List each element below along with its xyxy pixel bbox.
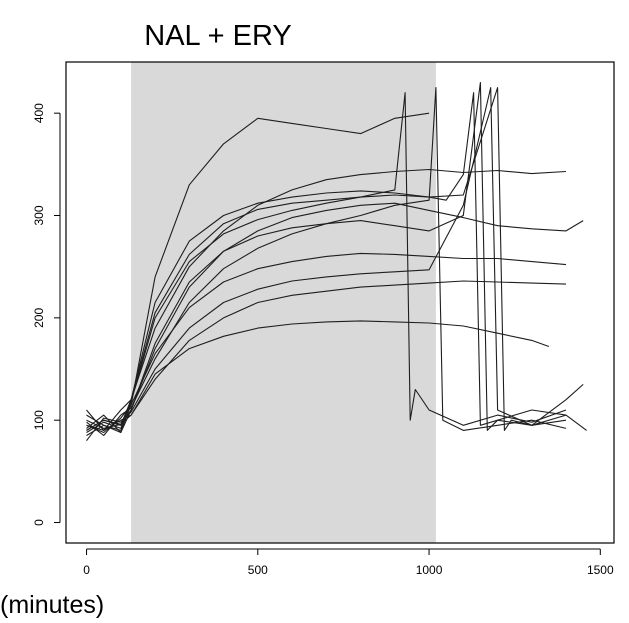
series-line-12	[86, 280, 567, 431]
y-tick-label: 200	[32, 308, 46, 328]
series-line-6	[86, 92, 567, 434]
plot-area: 0 500 1000 1500 0 100 200 300 400	[32, 61, 615, 577]
series-line-9	[86, 81, 567, 434]
x-axis-label: (minutes)	[0, 591, 104, 619]
series-line-1	[86, 112, 430, 434]
x-tick-label: 0	[83, 563, 90, 577]
shaded-region	[131, 62, 436, 543]
series-line-8	[86, 92, 587, 433]
x-tick-label: 1500	[587, 563, 614, 577]
series-line-11	[86, 87, 567, 431]
y-tick-label: 0	[32, 519, 46, 526]
x-tick-label: 500	[248, 563, 268, 577]
chart-title: NAL + ERY	[144, 20, 292, 52]
plot-frame	[65, 61, 615, 544]
series-line-10	[86, 87, 584, 442]
y-tick-label: 400	[32, 103, 46, 123]
y-tick-label: 300	[32, 205, 46, 225]
x-tick-label: 1000	[416, 563, 443, 577]
y-tick-label: 100	[32, 410, 46, 430]
series-line-3	[86, 202, 584, 429]
